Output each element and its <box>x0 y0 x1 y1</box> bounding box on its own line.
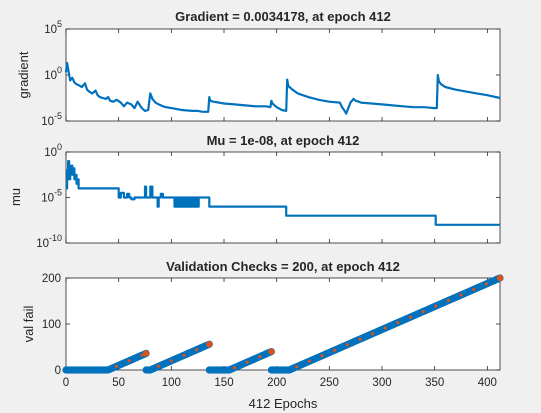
val-fail-accent-point <box>497 276 501 281</box>
x-tick-label: 250 <box>320 377 339 389</box>
val-fail-accent-point <box>320 354 324 358</box>
validation-x-ticks: 0 50 100 150 200 250 300 350 400 <box>63 278 497 389</box>
mu-title: Mu = 1e-08, at epoch 412 <box>207 133 360 148</box>
validation-plot <box>62 274 504 374</box>
y-tick-label: 10-5 <box>41 188 62 205</box>
x-tick-label: 400 <box>478 377 497 389</box>
gradient-axes <box>65 28 501 122</box>
x-tick-label: 100 <box>162 377 181 389</box>
x-tick-label: 50 <box>112 377 125 389</box>
val-fail-accent-point <box>446 298 450 303</box>
mu-y-label: mu <box>8 188 23 206</box>
x-tick-label: 200 <box>267 377 286 389</box>
val-fail-end-marker <box>142 350 150 357</box>
y-tick-label: 10-10 <box>36 233 62 250</box>
val-fail-end-marker <box>268 348 275 355</box>
val-fail-accent-point <box>459 293 463 297</box>
validation-title: Validation Checks = 200, at epoch 412 <box>166 259 400 274</box>
gradient-x-ticks <box>65 29 488 121</box>
val-fail-accent-point <box>232 366 237 370</box>
val-fail-accent-point <box>307 359 311 363</box>
val-fail-accent-point <box>127 359 131 363</box>
val-fail-accent-point <box>157 364 161 368</box>
y-tick-label: 100 <box>42 319 61 331</box>
val-fail-accent-point <box>434 304 438 308</box>
validation-y-ticks: 0 100 200 <box>42 273 500 377</box>
x-tick-label: 300 <box>372 377 391 389</box>
val-fail-accent-point <box>345 343 349 347</box>
val-fail-accent-point <box>115 364 119 368</box>
x-tick-label: 0 <box>63 377 69 389</box>
x-tick-label: 350 <box>425 377 444 389</box>
val-fail-accent-point <box>207 342 211 346</box>
val-fail-accent-point <box>421 310 425 314</box>
mu-x-ticks <box>65 152 488 243</box>
val-fail-accent-point <box>295 365 299 369</box>
mu-panel: Mu = 1e-08, at epoch 412 10-10 10-5 100 mu <box>8 133 501 250</box>
mu-plot <box>65 160 500 226</box>
val-fail-accent-point <box>258 355 262 359</box>
x-tick-label: 150 <box>214 377 233 389</box>
mu-y-ticks: 10-10 10-5 100 <box>36 142 500 250</box>
val-fail-accent-point <box>396 321 400 325</box>
gradient-title: Gradient = 0.0034178, at epoch 412 <box>175 9 391 24</box>
val-fail-accent-point <box>169 359 173 363</box>
val-fail-accent-point <box>195 348 199 352</box>
val-fail-accent-point <box>182 353 186 357</box>
val-fail-accent-point <box>245 360 249 364</box>
val-fail-accent-point <box>484 282 488 286</box>
y-tick-label: 200 <box>42 273 61 285</box>
y-tick-label: 100 <box>44 142 62 159</box>
y-tick-label: 100 <box>44 65 62 82</box>
gradient-plot <box>64 61 501 115</box>
validation-panel: Validation Checks = 200, at epoch 412 0 1… <box>21 259 504 411</box>
series-line <box>64 61 501 115</box>
val-fail-accent-point <box>358 337 362 341</box>
val-fail-accent-point <box>383 326 387 330</box>
val-fail-accent-point <box>472 287 476 292</box>
val-fail-accent-point <box>140 353 144 357</box>
y-tick-label: 105 <box>44 19 62 36</box>
val-fail-accent-point <box>333 348 337 352</box>
val-fail-accent-point <box>408 315 413 319</box>
y-tick-label: 10-5 <box>41 111 62 128</box>
y-tick-label: 0 <box>55 365 61 377</box>
validation-x-label: 412 Epochs <box>249 396 318 411</box>
val-fail-accent-point <box>370 332 375 336</box>
gradient-panel: Gradient = 0.0034178, at epoch 412 10-5 1… <box>16 9 501 128</box>
series-line <box>65 160 500 226</box>
validation-y-label: val fail <box>21 305 36 342</box>
gradient-y-label: gradient <box>16 51 31 98</box>
